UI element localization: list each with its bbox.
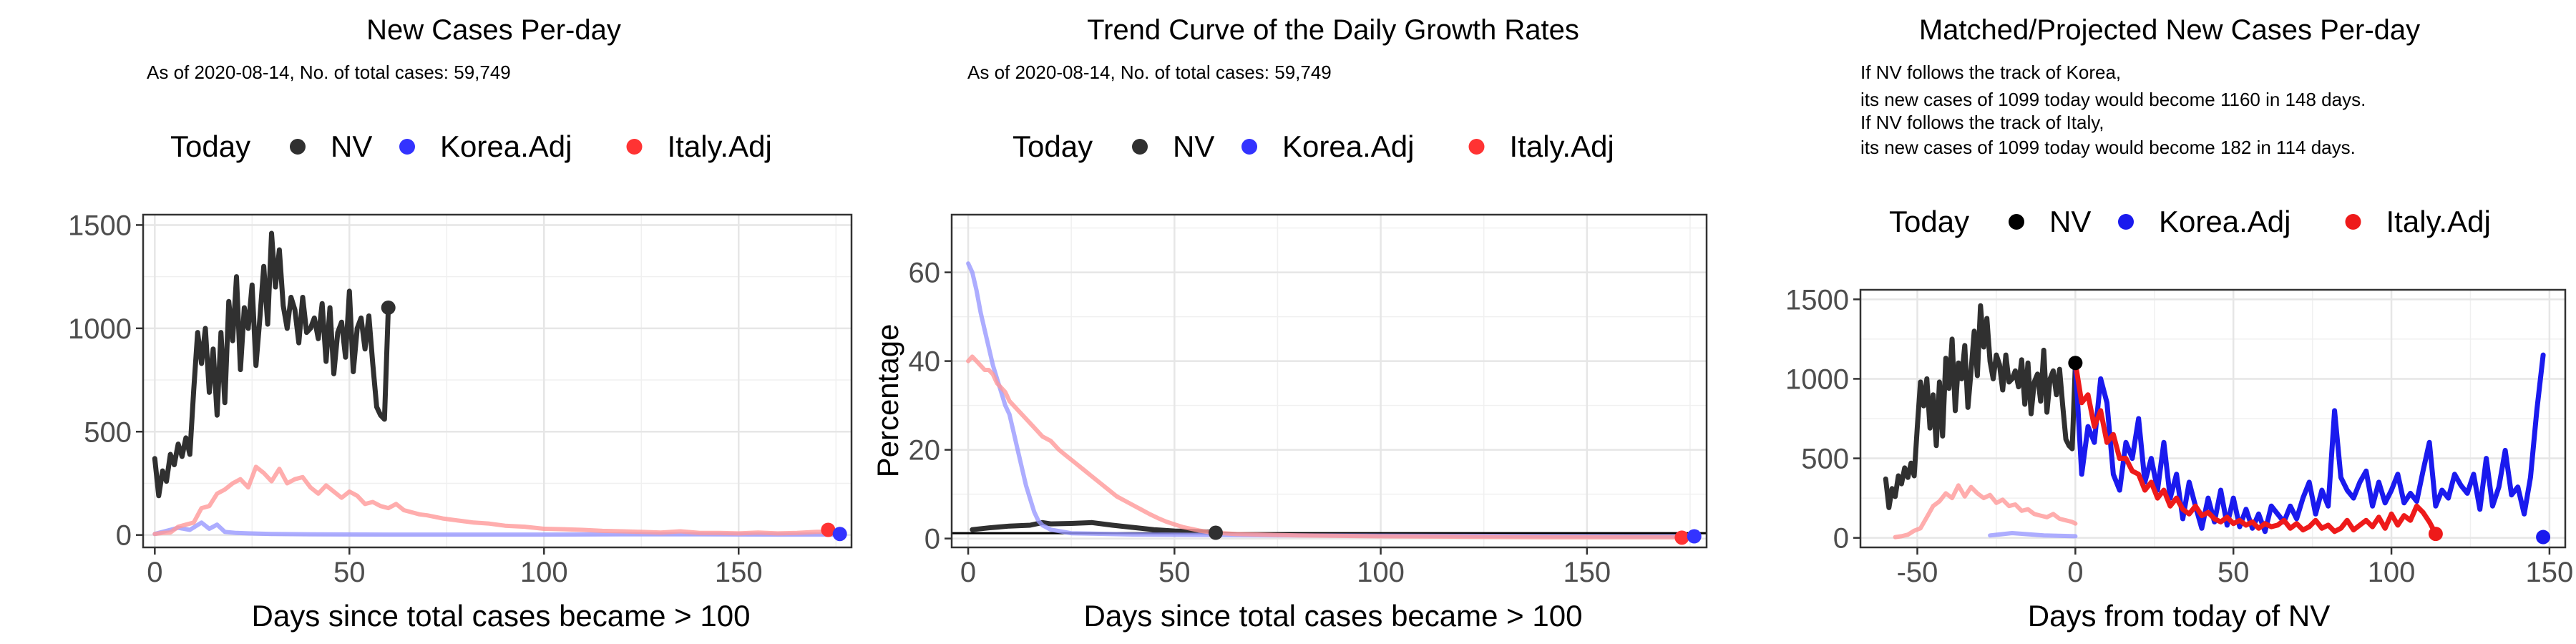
- panel-new-cases: New Cases Per-day As of 2020-08-14, No. …: [68, 14, 853, 633]
- plot-border: [950, 213, 1708, 549]
- legend-label: NV: [2049, 205, 2091, 238]
- panel-3-x-axis-label: Days from today of NV: [2028, 599, 2330, 633]
- panel-1-subtitle: As of 2020-08-14, No. of total cases: 59…: [147, 62, 511, 83]
- panel-3-legend: Today NV Korea.Adj Italy.Adj: [1889, 205, 2491, 238]
- legend-title: Today: [1889, 205, 1969, 238]
- legend-label: Italy.Adj: [1510, 130, 1614, 163]
- x-tick-label: 0: [2067, 557, 2083, 588]
- today-point-nv: [2068, 356, 2083, 371]
- x-tick-label: 100: [1357, 557, 1405, 588]
- panel-3-subtitle-line-3: If NV follows the track of Italy,: [1860, 112, 2104, 133]
- y-tick-label: 1000: [68, 313, 132, 345]
- panel-2-plot: 0 50 100 150 0 20 40 60: [909, 213, 1708, 588]
- today-point-nv: [381, 300, 396, 315]
- y-tick-label: 500: [84, 416, 132, 448]
- y-tick-label: 0: [924, 524, 940, 555]
- legend-label: Korea.Adj: [440, 130, 572, 163]
- legend-title: Today: [1013, 130, 1093, 163]
- plot-border: [1859, 288, 2567, 549]
- x-tick-label: 50: [333, 557, 366, 588]
- x-tick-label: -50: [1897, 557, 1938, 588]
- series-line-italy-adj: [2072, 360, 2439, 537]
- y-tick-label: 40: [909, 346, 941, 378]
- today-point-korea-adj: [2536, 530, 2551, 545]
- legend-key-nv: [1132, 139, 1148, 155]
- y-tick-label: 1500: [68, 210, 132, 241]
- legend-key-nv: [290, 139, 306, 155]
- plot-border: [142, 213, 853, 549]
- panel-projected-cases: Matched/Projected New Cases Per-day If N…: [1785, 14, 2573, 633]
- y-tick-label: 500: [1801, 444, 1849, 475]
- y-tick-label: 0: [116, 520, 132, 552]
- panel-2-title: Trend Curve of the Daily Growth Rates: [1087, 14, 1579, 46]
- legend-label: Korea.Adj: [1282, 130, 1414, 163]
- series-line-italy-adj: [966, 354, 1684, 540]
- legend-key-korea-adj: [2118, 214, 2134, 230]
- panel-2-x-axis-label: Days since total cases became > 100: [1084, 599, 1583, 633]
- legend-label: Italy.Adj: [668, 130, 772, 163]
- legend-key-korea-adj: [399, 139, 415, 155]
- series-line-italy-adj: [152, 464, 831, 537]
- x-tick-label: 50: [2218, 557, 2250, 588]
- x-tick-label: 100: [520, 557, 568, 588]
- y-tick-label: 1000: [1785, 364, 1849, 395]
- x-tick-label: 50: [1158, 557, 1191, 588]
- legend-key-korea-adj: [1241, 139, 1257, 155]
- series-line-nv: [1883, 303, 2078, 510]
- y-tick-label: 20: [909, 435, 941, 467]
- series-line-korea-adj: [2072, 352, 2546, 535]
- series-line-italy-adj-matched-: [1893, 483, 2078, 540]
- y-tick-label: 60: [909, 258, 941, 289]
- legend-label: Italy.Adj: [2386, 205, 2491, 238]
- today-point-nv: [1208, 525, 1223, 540]
- legend-key-italy-adj: [1468, 139, 1485, 155]
- y-tick-label: 1500: [1785, 284, 1849, 316]
- x-tick-label: 150: [2526, 557, 2574, 588]
- panel-3-subtitle-line-2: its new cases of 1099 today would become…: [1860, 89, 2366, 110]
- legend-title: Today: [170, 130, 250, 163]
- x-tick-label: 150: [715, 557, 763, 588]
- panel-1-x-axis-label: Days since total cases became > 100: [252, 599, 751, 633]
- today-point-italy-adj: [821, 522, 836, 537]
- today-point-italy-adj: [2428, 527, 2443, 542]
- panel-2-legend: Today NV Korea.Adj Italy.Adj: [1013, 130, 1614, 163]
- x-tick-label: 0: [147, 557, 162, 588]
- panel-2-subtitle: As of 2020-08-14, No. of total cases: 59…: [967, 62, 1332, 83]
- y-tick-label: 0: [1833, 523, 1849, 555]
- panel-3-subtitle-line-1: If NV follows the track of Korea,: [1860, 62, 2121, 83]
- x-tick-label: 150: [1563, 557, 1611, 588]
- panel-1-legend: Today NV Korea.Adj Italy.Adj: [170, 130, 772, 163]
- legend-label: NV: [1173, 130, 1214, 163]
- legend-key-italy-adj: [2345, 214, 2361, 230]
- panel-growth-rates: Trend Curve of the Daily Growth Rates As…: [871, 14, 1708, 633]
- series-line-nv: [152, 230, 391, 499]
- legend-key-italy-adj: [626, 139, 643, 155]
- today-point-italy-adj: [1674, 530, 1689, 545]
- panel-3-title: Matched/Projected New Cases Per-day: [1919, 14, 2420, 46]
- today-point-korea-adj: [1687, 529, 1702, 544]
- legend-label: NV: [331, 130, 372, 163]
- x-tick-label: 100: [2368, 557, 2416, 588]
- panel-1-title: New Cases Per-day: [366, 14, 621, 46]
- legend-key-nv: [2009, 214, 2024, 230]
- series-line-korea-adj: [152, 520, 842, 537]
- series-line-korea-adj: [966, 261, 1697, 539]
- series-line-nv: [970, 519, 1219, 535]
- panel-2-y-axis-label: Percentage: [871, 324, 904, 478]
- panel-3-subtitle-line-4: its new cases of 1099 today would become…: [1860, 137, 2356, 158]
- x-tick-label: 0: [960, 557, 976, 588]
- series-line-korea-adj-matched-: [1988, 531, 2078, 539]
- legend-label: Korea.Adj: [2159, 205, 2290, 238]
- today-point-korea-adj: [832, 527, 847, 542]
